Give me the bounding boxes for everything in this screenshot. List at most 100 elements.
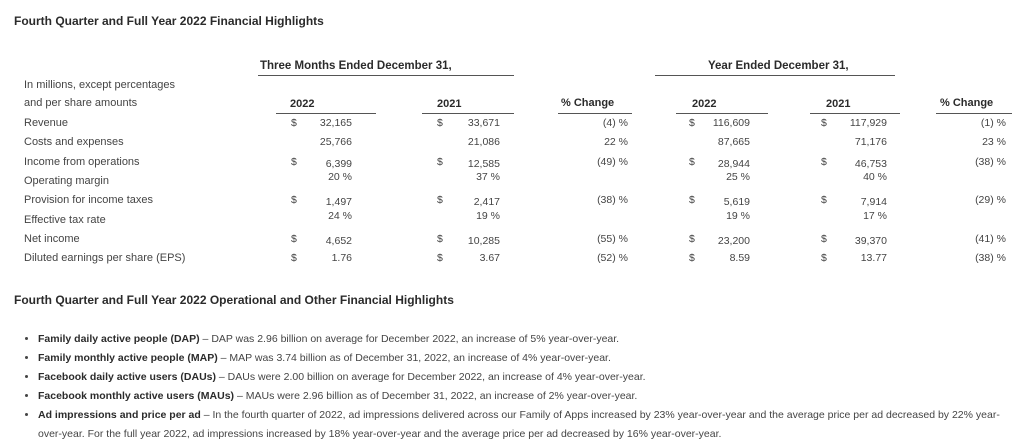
table-cell: $ <box>689 117 695 129</box>
bullet-text: – DAP was 2.96 billion on average for De… <box>199 333 620 345</box>
col-header-2021-fy: 2021 <box>826 98 851 110</box>
table-cell: (55) % <box>597 232 628 245</box>
col-header-change-fy: % Change <box>940 97 994 109</box>
col-rule <box>422 113 514 114</box>
col-rule <box>936 113 1012 114</box>
row-header-line2: and per share amounts <box>24 97 138 109</box>
table-cell: $ <box>291 155 297 168</box>
bullet-term: Facebook monthly active users (MAUs) <box>38 390 235 402</box>
bullet-term: Facebook daily active users (DAUs) <box>38 371 216 383</box>
list-item: Family daily active people (DAP) – DAP w… <box>38 330 1008 349</box>
bullet-text: – In the fourth quarter of 2022, ad impr… <box>38 409 1000 440</box>
bullet-term: Ad impressions and price per ad <box>38 409 201 421</box>
group-rule-three-months <box>258 75 514 76</box>
table-cell: 32,165 <box>319 117 352 129</box>
col-header-change-q4: % Change <box>561 97 615 109</box>
row-header-line1: In millions, except percentages <box>24 79 176 91</box>
table-cell: 25 % <box>726 170 750 183</box>
table-cell: 1,497 <box>325 196 352 209</box>
table-cell: (49) % <box>597 155 628 168</box>
table-cell: 19 % <box>476 209 500 222</box>
table-cell: 10,285 <box>467 234 500 247</box>
table-cell: 20 % <box>328 170 352 183</box>
table-cell: $ <box>437 194 443 207</box>
table-cell: (52) % <box>597 252 628 265</box>
table-cell: (4) % <box>602 117 628 129</box>
table-cell: 46,753 <box>854 157 887 170</box>
table-cell: $ <box>291 232 297 245</box>
list-item: Ad impressions and price per ad – In the… <box>38 406 1008 444</box>
table-cell: 8.59 <box>729 252 750 265</box>
table-cell: $ <box>437 232 443 245</box>
table-cell: 24 % <box>328 209 352 222</box>
table-cell: $ <box>821 252 827 265</box>
list-item: Facebook daily active users (DAUs) – DAU… <box>38 368 1008 387</box>
bullet-text: – MAUs were 2.96 billion as of December … <box>234 390 638 402</box>
bullet-text: – MAP was 3.74 billion as of December 31… <box>217 352 611 364</box>
section-title-operational: Fourth Quarter and Full Year 2022 Operat… <box>14 293 454 307</box>
table-cell: (38) % <box>975 252 1006 265</box>
table-cell: 17 % <box>863 209 887 222</box>
highlights-list: Family daily active people (DAP) – DAP w… <box>24 330 1008 444</box>
table-cell: 4,652 <box>325 234 352 247</box>
table-cell: $ <box>437 117 443 129</box>
table-cell: 23 % <box>982 136 1006 149</box>
table-cell: 33,671 <box>467 117 500 129</box>
table-cell: $ <box>291 252 297 265</box>
table-cell: $ <box>821 232 827 245</box>
table-cell: 28,944 <box>717 157 750 170</box>
table-cell: 22 % <box>604 136 628 149</box>
table-cell: 6,399 <box>325 157 352 170</box>
bullet-term: Family daily active people (DAP) <box>38 333 200 345</box>
list-item: Family monthly active people (MAP) – MAP… <box>38 349 1008 368</box>
row-label: Income from operations <box>24 155 140 168</box>
bullet-term: Family monthly active people (MAP) <box>38 352 218 364</box>
table-cell: (41) % <box>975 232 1006 245</box>
col-rule <box>810 113 900 114</box>
col-header-2022-fy: 2022 <box>692 98 717 110</box>
table-cell: 40 % <box>863 170 887 183</box>
table-cell: $ <box>689 252 695 265</box>
page-title: Fourth Quarter and Full Year 2022 Financ… <box>14 14 324 28</box>
table-cell: (29) % <box>975 194 1006 207</box>
row-label: Provision for income taxes <box>24 194 153 207</box>
row-label: Diluted earnings per share (EPS) <box>24 252 186 265</box>
table-cell: 7,914 <box>860 196 887 209</box>
table-cell: $ <box>689 155 695 168</box>
row-label: Revenue <box>24 117 69 129</box>
table-cell: 37 % <box>476 170 500 183</box>
row-label: Operating margin <box>24 174 109 187</box>
table-cell: 39,370 <box>854 234 887 247</box>
list-item: Facebook monthly active users (MAUs) – M… <box>38 387 1008 406</box>
bullet-text: – DAUs were 2.00 billion on average for … <box>215 371 646 383</box>
table-cell: $ <box>821 117 827 129</box>
table-cell: $ <box>821 155 827 168</box>
table-cell: 2,417 <box>473 196 500 209</box>
col-rule <box>558 113 632 114</box>
table-cell: (38) % <box>975 155 1006 168</box>
table-cell: $ <box>821 194 827 207</box>
group-header-three-months: Three Months Ended December 31, <box>260 60 452 72</box>
table-cell: 5,619 <box>723 196 750 209</box>
row-label: Effective tax rate <box>24 213 106 226</box>
table-cell: 87,665 <box>717 136 750 149</box>
table-cell: 117,929 <box>849 117 887 129</box>
table-cell: $ <box>437 252 443 265</box>
group-header-year: Year Ended December 31, <box>708 60 849 72</box>
col-header-2021-q4: 2021 <box>437 98 462 110</box>
table-cell: $ <box>291 117 297 129</box>
table-cell: 13.77 <box>860 252 887 265</box>
col-rule <box>276 113 376 114</box>
table-cell: 3.67 <box>479 252 500 265</box>
table-cell: 116,609 <box>712 117 750 129</box>
col-rule <box>676 113 768 114</box>
table-cell: 1.76 <box>331 252 352 265</box>
table-cell: 23,200 <box>717 234 750 247</box>
table-cell: 19 % <box>726 209 750 222</box>
table-cell: 25,766 <box>319 136 352 149</box>
table-cell: $ <box>291 194 297 207</box>
row-label: Costs and expenses <box>24 136 124 149</box>
col-header-2022-q4: 2022 <box>290 98 315 110</box>
table-cell: 12,585 <box>467 157 500 170</box>
table-cell: $ <box>437 155 443 168</box>
